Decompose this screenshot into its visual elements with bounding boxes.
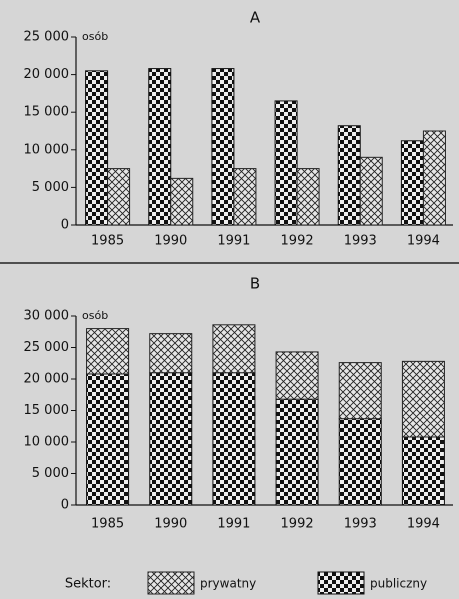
bar-segment [212, 372, 256, 506]
y-tick-label: 0 [61, 498, 69, 513]
x-tick-label: 1994 [407, 234, 440, 249]
chart-title: B [250, 275, 260, 293]
x-tick-label: 1993 [344, 517, 377, 532]
unit-label: osób [82, 30, 108, 43]
bar-segment [86, 373, 130, 506]
bar [400, 140, 424, 226]
chart-title: A [250, 9, 261, 27]
bar [170, 177, 194, 226]
bar-segment [212, 324, 256, 374]
y-tick-label: 0 [61, 218, 69, 233]
y-tick-label: 15 000 [24, 105, 70, 120]
bar-segment [149, 333, 193, 374]
bar [85, 70, 109, 226]
legend-swatch [317, 571, 365, 595]
x-tick-label: 1985 [91, 517, 124, 532]
y-tick-label: 20 000 [24, 67, 70, 82]
bar [274, 100, 298, 226]
unit-label: osób [82, 309, 108, 322]
bar [296, 168, 320, 226]
bar [233, 168, 257, 226]
y-tick-label: 20 000 [24, 372, 70, 387]
bar [359, 156, 383, 226]
x-tick-label: 1991 [217, 517, 250, 532]
bar-segment [401, 360, 445, 438]
bar [107, 168, 131, 226]
x-tick-label: 1994 [407, 517, 440, 532]
bar [148, 68, 172, 226]
y-tick-label: 5 000 [32, 180, 69, 195]
x-tick-label: 1990 [154, 517, 187, 532]
x-tick-label: 1991 [217, 234, 250, 249]
y-tick-label: 25 000 [24, 30, 70, 45]
bar-segment [275, 351, 319, 400]
bar [422, 130, 446, 226]
bar-segment [149, 372, 193, 506]
y-tick-label: 15 000 [24, 403, 70, 418]
bar [211, 68, 235, 226]
legend-label: publiczny [370, 577, 427, 591]
x-tick-label: 1985 [91, 234, 124, 249]
y-tick-label: 10 000 [24, 142, 70, 157]
bar-segment [338, 362, 382, 420]
x-tick-label: 1992 [281, 234, 314, 249]
legend-label: prywatny [200, 577, 256, 591]
bar [337, 125, 361, 226]
y-tick-label: 25 000 [24, 340, 70, 355]
bar-segment [275, 398, 319, 506]
legend-swatch [147, 571, 195, 595]
bar-segment [338, 418, 382, 506]
y-tick-label: 10 000 [24, 435, 70, 450]
x-tick-label: 1992 [281, 517, 314, 532]
y-tick-label: 5 000 [32, 466, 69, 481]
bar-segment [86, 328, 130, 375]
legend-title: Sektor: [65, 577, 111, 592]
bar-segment [401, 436, 445, 506]
x-tick-label: 1990 [154, 234, 187, 249]
y-tick-label: 30 000 [24, 309, 70, 324]
x-tick-label: 1993 [344, 234, 377, 249]
